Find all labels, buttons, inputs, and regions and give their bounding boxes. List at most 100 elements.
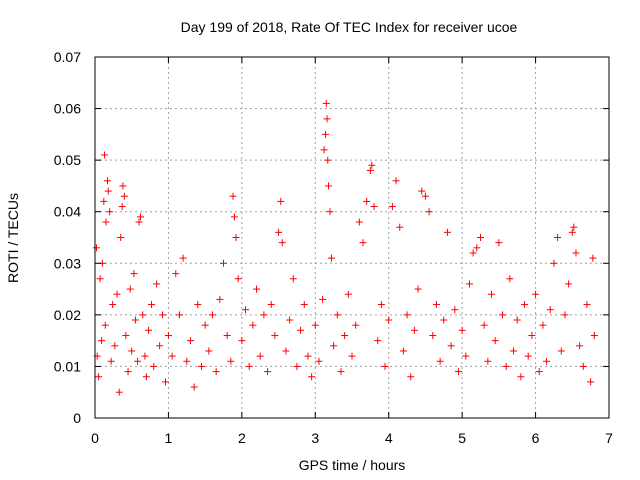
data-point [264, 368, 272, 376]
data-point [293, 362, 301, 370]
data-point [186, 337, 194, 345]
data-point [229, 192, 237, 200]
data-point [92, 244, 100, 252]
data-point [440, 316, 448, 324]
data-point [327, 254, 335, 262]
data-point [421, 192, 429, 200]
data-point [355, 218, 363, 226]
data-point [385, 316, 393, 324]
data-point [359, 239, 367, 247]
data-point [528, 331, 536, 339]
data-point [297, 326, 305, 334]
data-point [418, 187, 426, 195]
data-point [126, 285, 134, 293]
data-point [159, 311, 167, 319]
data-point [102, 218, 110, 226]
data-point [197, 362, 205, 370]
data-point [131, 316, 139, 324]
x-axis-label: GPS time / hours [299, 457, 406, 473]
x-tick-label: 2 [238, 430, 246, 446]
data-point [253, 285, 261, 293]
data-point [368, 161, 376, 169]
data-point [120, 192, 128, 200]
x-tick-label: 7 [605, 430, 613, 446]
data-point [315, 357, 323, 365]
data-point [543, 357, 551, 365]
data-point [546, 306, 554, 314]
x-tick-label: 5 [458, 430, 466, 446]
data-point [286, 316, 294, 324]
chart-title: Day 199 of 2018, Rate Of TEC Index for r… [181, 19, 518, 35]
data-point [381, 362, 389, 370]
data-point [322, 130, 330, 138]
data-point [539, 321, 547, 329]
data-point [130, 270, 138, 278]
data-point [101, 151, 109, 159]
data-point [104, 187, 112, 195]
data-point [282, 347, 290, 355]
data-point [333, 311, 341, 319]
y-tick-label: 0.04 [54, 204, 81, 220]
data-point [183, 357, 191, 365]
y-tick-labels: 0 0.01 0.02 0.03 0.04 0.05 0.06 0.07 [54, 49, 81, 426]
data-point [352, 321, 360, 329]
data-point [484, 357, 492, 365]
data-point [363, 197, 371, 205]
data-point [583, 301, 591, 309]
grid-layer [95, 57, 609, 418]
data-point [465, 280, 473, 288]
data-point [337, 368, 345, 376]
data-point [524, 352, 532, 360]
data-point [324, 156, 332, 164]
data-point [168, 352, 176, 360]
data-point [454, 368, 462, 376]
data-point [590, 331, 598, 339]
y-tick-label: 0.02 [54, 307, 81, 323]
x-tick-label: 0 [91, 430, 99, 446]
data-point [139, 311, 147, 319]
y-axis-label: ROTI / TECUs [5, 193, 21, 283]
data-point [587, 378, 595, 386]
data-point [289, 275, 297, 283]
x-tick-label: 3 [311, 430, 319, 446]
data-point [100, 197, 108, 205]
data-point [451, 306, 459, 314]
data-point [96, 275, 104, 283]
data-point [175, 311, 183, 319]
data-point [469, 249, 477, 257]
data-point [119, 182, 127, 190]
data-point [275, 228, 283, 236]
data-point [260, 311, 268, 319]
data-point [414, 285, 422, 293]
data-point [245, 362, 253, 370]
x-tick-label: 6 [532, 430, 540, 446]
data-point [432, 301, 440, 309]
data-point [117, 234, 125, 241]
data-point [491, 337, 499, 345]
data-point [145, 326, 153, 334]
data-point [227, 357, 235, 365]
data-point [319, 295, 327, 303]
data-point [517, 373, 525, 381]
data-point [374, 337, 382, 345]
y-tick-label: 0.05 [54, 152, 81, 168]
data-point [212, 368, 220, 376]
data-point [458, 326, 466, 334]
data-point [561, 311, 569, 319]
data-point [407, 373, 415, 381]
data-point [436, 357, 444, 365]
data-point [572, 249, 580, 257]
data-point [141, 352, 149, 360]
data-point [205, 347, 213, 355]
data-point [101, 321, 109, 329]
data-point [278, 239, 286, 247]
data-point [148, 301, 156, 309]
data-point [201, 321, 209, 329]
data-point [447, 342, 455, 350]
data-point [135, 218, 143, 226]
data-point [366, 166, 374, 174]
y-tick-label: 0 [73, 410, 81, 426]
data-point [216, 295, 224, 303]
data-point [190, 383, 198, 391]
y-tick-label: 0.03 [54, 255, 81, 271]
